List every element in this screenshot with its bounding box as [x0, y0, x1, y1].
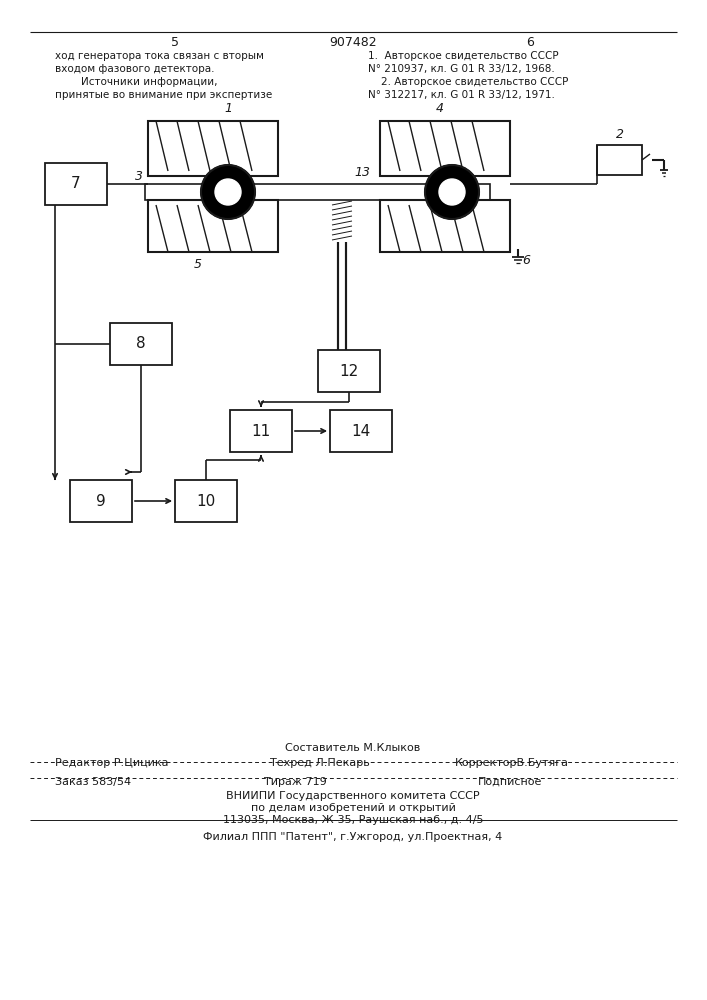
Text: ВНИИПИ Государственного комитета СССР: ВНИИПИ Государственного комитета СССР	[226, 791, 480, 801]
Text: 2. Авторское свидетельство СССР: 2. Авторское свидетельство СССР	[368, 77, 568, 87]
Bar	[175, 480, 237, 522]
Circle shape	[425, 165, 479, 219]
Text: принятые во внимание при экспертизе: принятые во внимание при экспертизе	[55, 90, 272, 100]
Text: 7: 7	[71, 176, 81, 192]
Text: ход генератора тока связан с вторым: ход генератора тока связан с вторым	[55, 51, 264, 61]
Text: Составитель М.Клыков: Составитель М.Клыков	[286, 743, 421, 753]
Bar	[330, 410, 392, 452]
Text: N° 210937, кл. G 01 R 33/12, 1968.: N° 210937, кл. G 01 R 33/12, 1968.	[368, 64, 555, 74]
Text: Филиал ППП "Патент", г.Ужгород, ул.Проектная, 4: Филиал ППП "Патент", г.Ужгород, ул.Проек…	[204, 832, 503, 842]
Text: КорректорВ.Бутяга: КорректорВ.Бутяга	[455, 758, 569, 768]
Text: 3: 3	[135, 169, 143, 182]
Text: Заказ 583/54: Заказ 583/54	[55, 777, 131, 787]
Bar	[70, 480, 132, 522]
Text: 5: 5	[171, 35, 179, 48]
Text: 907482: 907482	[329, 35, 377, 48]
Text: N° 312217, кл. G 01 R 33/12, 1971.: N° 312217, кл. G 01 R 33/12, 1971.	[368, 90, 555, 100]
Bar	[380, 121, 510, 176]
Text: 10: 10	[197, 493, 216, 508]
Text: 1: 1	[224, 103, 232, 115]
Text: 2: 2	[616, 128, 624, 141]
Text: Техред Л.Пекарь: Техред Л.Пекарь	[270, 758, 370, 768]
Text: 6: 6	[526, 35, 534, 48]
Bar	[597, 145, 642, 175]
Text: 13: 13	[354, 165, 370, 178]
Circle shape	[439, 179, 465, 205]
Circle shape	[201, 165, 255, 219]
Circle shape	[215, 179, 241, 205]
Bar	[45, 163, 107, 205]
Text: 14: 14	[351, 424, 370, 438]
Bar	[145, 184, 490, 200]
Text: 6: 6	[522, 253, 530, 266]
Bar	[148, 200, 278, 252]
Text: 113035, Москва, Ж-35, Раушская наб., д. 4/5: 113035, Москва, Ж-35, Раушская наб., д. …	[223, 815, 484, 825]
Text: по делам изобретений и открытий: по делам изобретений и открытий	[250, 803, 455, 813]
Bar	[318, 350, 380, 392]
Text: Редактор Р.Цицика: Редактор Р.Цицика	[55, 758, 168, 768]
Text: Источники информации,: Источники информации,	[55, 77, 218, 87]
Text: входом фазового детектора.: входом фазового детектора.	[55, 64, 214, 74]
Text: 8: 8	[136, 336, 146, 352]
Text: 12: 12	[339, 363, 358, 378]
Bar	[380, 200, 510, 252]
Text: 1.  Авторское свидетельство СССР: 1. Авторское свидетельство СССР	[368, 51, 559, 61]
Text: Подписное: Подписное	[478, 777, 542, 787]
Bar	[230, 410, 292, 452]
Bar	[110, 323, 172, 365]
Text: 9: 9	[96, 493, 106, 508]
Text: 4: 4	[436, 103, 444, 115]
Text: 11: 11	[252, 424, 271, 438]
Text: 5: 5	[194, 257, 202, 270]
Bar	[148, 121, 278, 176]
Text: Тираж 719: Тираж 719	[264, 777, 327, 787]
